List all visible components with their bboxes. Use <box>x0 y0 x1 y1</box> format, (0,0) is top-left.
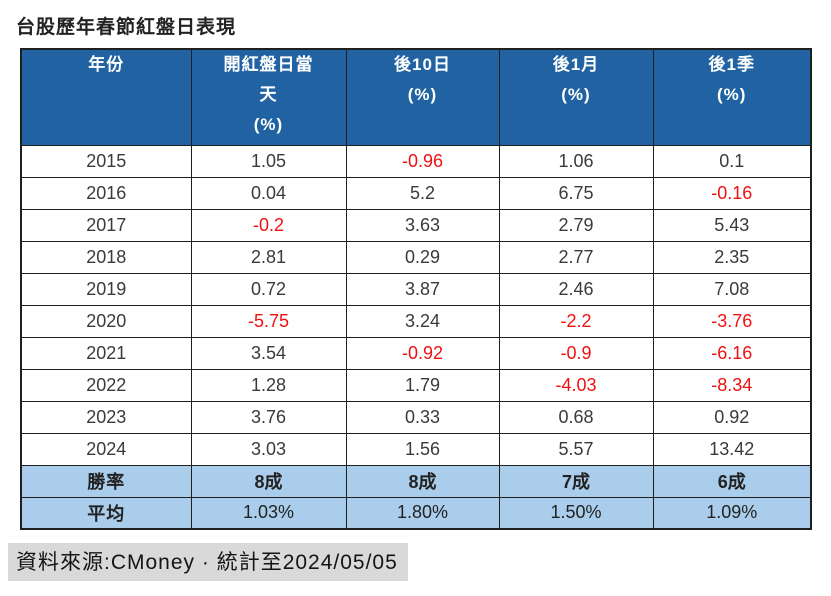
table-row: 2018 2.81 0.29 2.77 2.35 <box>20 240 812 274</box>
table-header-row: 年份 開紅盤日當 天 (%) 後10日 (%) 後1月 (%) 後1季 (%) <box>20 48 812 146</box>
value-cell: 7成 <box>498 464 654 498</box>
header-cell-after-10d: 後10日 (%) <box>345 48 500 146</box>
value-cell: 0.33 <box>345 400 500 434</box>
table-row: 2021 3.54 -0.92 -0.9 -6.16 <box>20 336 812 370</box>
value-cell: 3.03 <box>190 432 347 466</box>
source-note: 資料來源:CMoney · 統計至2024/05/05 <box>8 543 408 581</box>
table-row: 2022 1.28 1.79 -4.03 -8.34 <box>20 368 812 402</box>
value-cell: 2.79 <box>498 208 654 242</box>
value-cell: 7.08 <box>652 272 812 306</box>
value-cell: 0.92 <box>652 400 812 434</box>
value-cell: 0.72 <box>190 272 347 306</box>
table-row: 2019 0.72 3.87 2.46 7.08 <box>20 272 812 306</box>
value-cell: 6成 <box>652 464 812 498</box>
value-cell: 3.24 <box>345 304 500 338</box>
page-title: 台股歷年春節紅盤日表現 <box>16 17 237 38</box>
table-row: 2023 3.76 0.33 0.68 0.92 <box>20 400 812 434</box>
year-cell: 2017 <box>20 208 192 242</box>
header-cell-after-1q: 後1季 (%) <box>652 48 812 146</box>
value-cell: 1.50% <box>498 496 654 530</box>
value-cell: 1.05 <box>190 144 347 178</box>
table-row: 2020 -5.75 3.24 -2.2 -3.76 <box>20 304 812 338</box>
value-cell: 0.68 <box>498 400 654 434</box>
value-cell: -0.92 <box>345 336 500 370</box>
year-cell: 2022 <box>20 368 192 402</box>
value-cell: -0.9 <box>498 336 654 370</box>
value-cell: 8成 <box>345 464 500 498</box>
year-cell: 2020 <box>20 304 192 338</box>
value-cell: -5.75 <box>190 304 347 338</box>
value-cell: -3.76 <box>652 304 812 338</box>
year-cell: 2024 <box>20 432 192 466</box>
summary-row: 平均 1.03% 1.80% 1.50% 1.09% <box>20 496 812 530</box>
value-cell: 1.06 <box>498 144 654 178</box>
table-row: 2015 1.05 -0.96 1.06 0.1 <box>20 144 812 178</box>
value-cell: -2.2 <box>498 304 654 338</box>
value-cell: -0.16 <box>652 176 812 210</box>
header-cell-open-day: 開紅盤日當 天 (%) <box>190 48 347 146</box>
value-cell: 6.75 <box>498 176 654 210</box>
value-cell: 1.09% <box>652 496 812 530</box>
value-cell: 0.1 <box>652 144 812 178</box>
value-cell: 1.56 <box>345 432 500 466</box>
value-cell: 2.77 <box>498 240 654 274</box>
value-cell: 1.03% <box>190 496 347 530</box>
value-cell: 5.43 <box>652 208 812 242</box>
value-cell: 3.87 <box>345 272 500 306</box>
value-cell: 5.57 <box>498 432 654 466</box>
year-cell: 2023 <box>20 400 192 434</box>
value-cell: -8.34 <box>652 368 812 402</box>
value-cell: 0.29 <box>345 240 500 274</box>
year-cell: 2019 <box>20 272 192 306</box>
summary-row: 勝率 8成 8成 7成 6成 <box>20 464 812 498</box>
year-cell: 2016 <box>20 176 192 210</box>
value-cell: 5.2 <box>345 176 500 210</box>
data-table: 年份 開紅盤日當 天 (%) 後10日 (%) 後1月 (%) 後1季 (%) … <box>20 48 812 530</box>
table-row: 2017 -0.2 3.63 2.79 5.43 <box>20 208 812 242</box>
table-row: 2016 0.04 5.2 6.75 -0.16 <box>20 176 812 210</box>
value-cell: 2.46 <box>498 272 654 306</box>
year-cell: 2021 <box>20 336 192 370</box>
year-cell: 2015 <box>20 144 192 178</box>
value-cell: -4.03 <box>498 368 654 402</box>
value-cell: -0.2 <box>190 208 347 242</box>
value-cell: 1.80% <box>345 496 500 530</box>
year-cell: 2018 <box>20 240 192 274</box>
value-cell: 2.81 <box>190 240 347 274</box>
header-cell-year: 年份 <box>20 48 192 146</box>
summary-label-cell: 勝率 <box>20 464 192 498</box>
table-body: 2015 1.05 -0.96 1.06 0.1 2016 0.04 5.2 6.75 -0.16… <box>20 144 812 530</box>
value-cell: 8成 <box>190 464 347 498</box>
header-cell-after-1m: 後1月 (%) <box>498 48 654 146</box>
value-cell: -0.96 <box>345 144 500 178</box>
table-row: 2024 3.03 1.56 5.57 13.42 <box>20 432 812 466</box>
summary-label-cell: 平均 <box>20 496 192 530</box>
value-cell: 1.79 <box>345 368 500 402</box>
value-cell: 0.04 <box>190 176 347 210</box>
value-cell: 3.63 <box>345 208 500 242</box>
value-cell: 3.76 <box>190 400 347 434</box>
value-cell: -6.16 <box>652 336 812 370</box>
value-cell: 2.35 <box>652 240 812 274</box>
value-cell: 13.42 <box>652 432 812 466</box>
value-cell: 1.28 <box>190 368 347 402</box>
value-cell: 3.54 <box>190 336 347 370</box>
